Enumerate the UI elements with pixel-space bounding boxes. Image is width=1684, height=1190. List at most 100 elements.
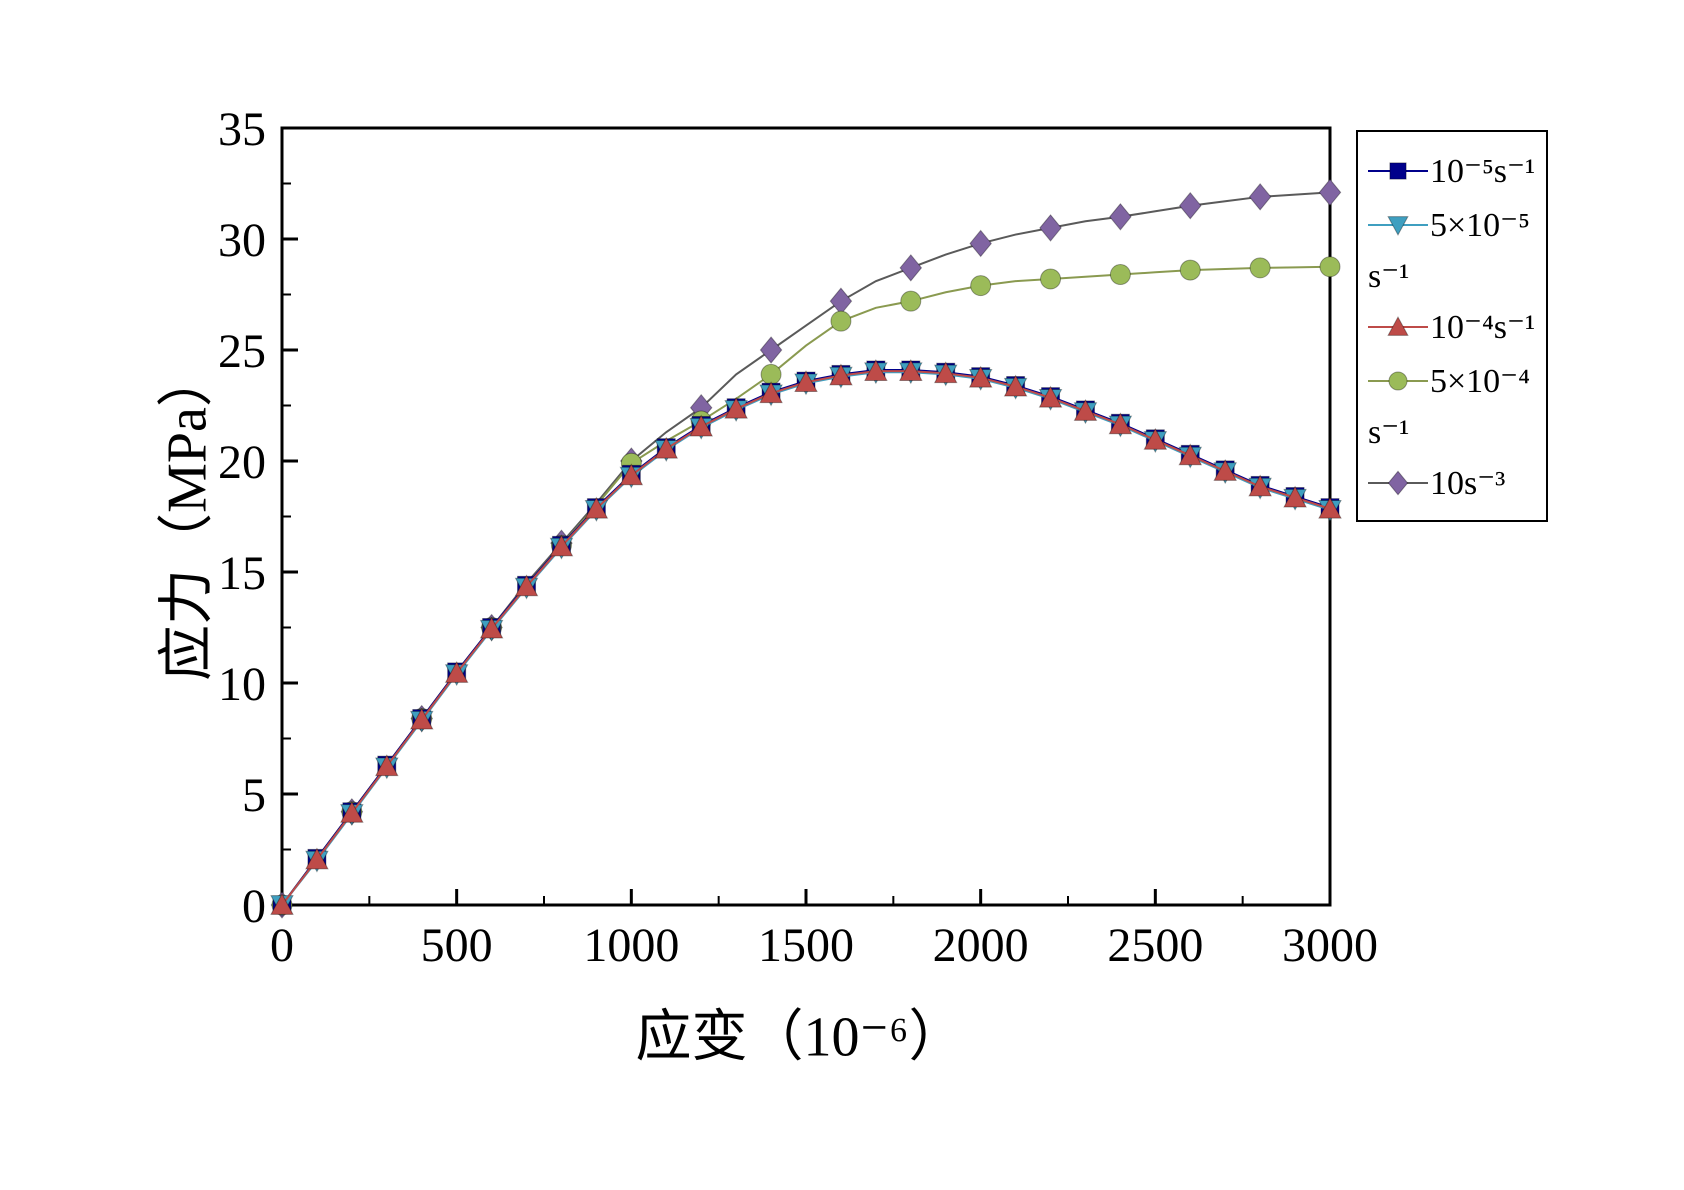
y-tick-label: 35 [218,103,266,156]
marker-diamond [1178,191,1202,220]
marker-triangle-up [1143,427,1168,450]
marker-triangle-up [479,616,504,639]
marker-triangle-up [1038,385,1063,408]
x-tick-label: 3000 [1282,919,1378,972]
marker-triangle-up [374,754,399,777]
marker-triangle-up [1213,458,1238,481]
diamond-legend-icon [1366,468,1430,498]
legend-label: 10⁻⁵s⁻¹ [1430,153,1536,190]
legend-item-1e-4-per-s: 10⁻⁴s⁻¹ [1366,300,1540,354]
marker-triangle-up [829,363,853,386]
legend-item-5e-4-per-s: 5×10⁻⁴ [1366,354,1540,408]
legend-label: 10⁻⁴s⁻¹ [1430,309,1536,346]
plot-frame [280,126,1332,907]
y-tick-label: 25 [218,325,266,378]
series-line [281,265,1331,906]
y-axis-label: 应力（MPa） [156,351,219,681]
marker-triangle-up [654,436,679,459]
marker-triangle-up [759,381,783,404]
marker-triangle-up [584,496,609,519]
series-line [281,368,1331,906]
marker-triangle-up [898,359,923,381]
marker-circle [830,310,852,332]
marker-triangle-up [1387,316,1409,336]
series-line [281,371,1331,906]
marker-diamond [899,254,923,282]
triangle-down-legend-icon [1366,210,1430,240]
marker-circle [1179,259,1201,281]
marker-diamond [829,287,853,315]
legend-label-wrap: s⁻¹ [1368,414,1410,451]
square-legend-icon [1366,156,1430,186]
legend-item-5e-5-per-s: 5×10⁻⁵ [1366,198,1540,252]
x-tick-label: 1500 [758,919,854,972]
marker-triangle-up [968,365,993,388]
marker-triangle-up [305,847,329,870]
marker-triangle-down [1387,216,1409,236]
marker-triangle-up [1248,474,1272,497]
marker-diamond [1248,183,1272,211]
marker-circle [970,275,992,297]
marker-triangle-up [1003,374,1028,397]
legend-label: 10s⁻³ [1430,465,1506,502]
marker-triangle-up [1318,496,1342,519]
marker-diamond [1039,214,1062,242]
legend-item-10-s-3: 10s⁻³ [1366,456,1540,510]
x-tick-label: 500 [421,919,493,972]
legend: 10⁻⁵s⁻¹ 5×10⁻⁵ s⁻¹ 10⁻⁴s⁻¹ 5×10⁻⁴ s⁻¹ 10s⁻³ [1356,130,1548,522]
x-tick-label: 1000 [583,919,679,972]
marker-triangle-up [1178,443,1203,466]
marker-circle [1319,256,1341,278]
marker-diamond [1318,178,1342,207]
x-axis-label: 应变（10⁻⁶） [635,1006,965,1069]
marker-triangle-up [794,370,818,393]
marker-triangle-up [864,359,888,381]
marker-triangle-up [619,463,644,486]
series-1e-4-per-s [270,359,1342,915]
marker-triangle-up [270,892,294,915]
y-tick-label: 20 [218,436,266,489]
marker-triangle-up [689,414,714,437]
marker-circle [1109,264,1131,286]
legend-label: 5×10⁻⁵ [1430,207,1530,244]
y-tick-label: 0 [242,880,266,933]
marker-circle [1388,371,1408,391]
marker-triangle-up [444,660,469,683]
series-line [281,191,1331,906]
marker-triangle-up [1283,485,1307,508]
marker-diamond [759,336,783,364]
marker-triangle-up [409,707,434,730]
x-tick-label: 2500 [1107,919,1203,972]
marker-triangle-up [1073,398,1098,421]
y-tick-label: 5 [242,769,266,822]
series-10-s-3 [270,178,1342,919]
triangle-up-legend-icon [1366,312,1430,342]
marker-triangle-up [549,534,574,557]
y-tick-label: 30 [218,214,266,267]
series-5e-5-per-s [270,362,1342,918]
y-tick-label: 15 [218,547,266,600]
marker-triangle-up [724,396,748,419]
series-line [281,370,1331,906]
series-5e-4-per-s [271,256,1341,916]
marker-triangle-up [933,361,958,384]
legend-label: 5×10⁻⁴ [1430,363,1530,400]
x-tick-label: 2000 [933,919,1029,972]
legend-item-1e-5-per-s: 10⁻⁵s⁻¹ [1366,144,1540,198]
series-1e-5-per-s [272,360,1340,915]
marker-diamond [1109,203,1132,231]
marker-circle [900,290,922,312]
marker-triangle-up [514,574,539,597]
y-tick-label: 10 [218,658,266,711]
legend-label-wrap: s⁻¹ [1368,258,1410,295]
marker-diamond [969,229,992,258]
marker-diamond [1387,470,1409,496]
marker-circle [1249,257,1271,279]
marker-triangle-up [340,800,364,823]
marker-square [1389,162,1407,180]
marker-circle [1040,268,1062,290]
circle-legend-icon [1366,366,1430,396]
x-tick-label: 0 [270,919,294,972]
